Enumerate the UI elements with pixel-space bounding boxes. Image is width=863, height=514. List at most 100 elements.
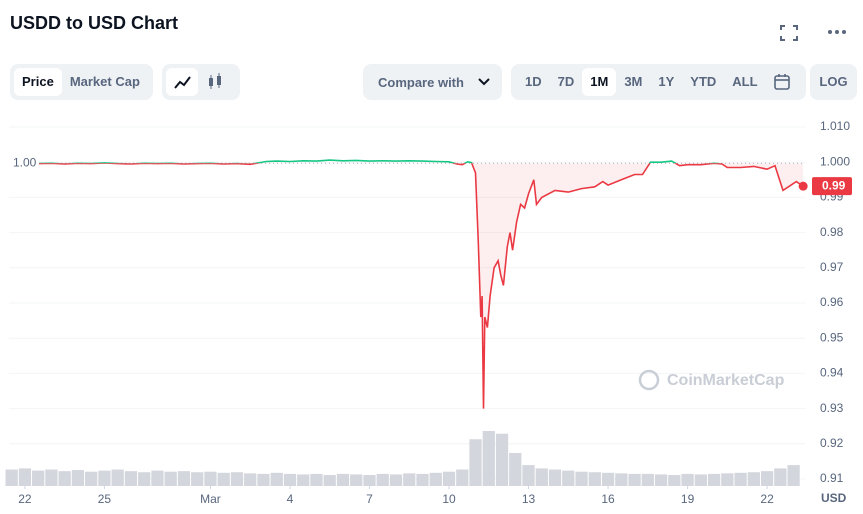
y-tick-label: 1.000: [820, 154, 850, 168]
x-tick-label: Mar: [200, 492, 221, 506]
volume-bar: [734, 472, 747, 486]
last-price-badge: [812, 177, 852, 196]
volume-bar: [495, 433, 509, 486]
volume-bar: [522, 465, 535, 486]
price-line-down: [10, 163, 804, 409]
volume-bar: [98, 470, 111, 486]
volume-bar: [707, 473, 721, 486]
volume-bar: [138, 472, 151, 486]
log-button[interactable]: LOG: [819, 74, 848, 89]
volume-bar: [774, 468, 787, 486]
y-tick-label: 0.91: [820, 471, 844, 485]
volume-bar: [588, 472, 601, 486]
x-tick-label: 22: [760, 492, 774, 506]
volume-bar: [85, 471, 98, 486]
range-group: 1D 7D 1M 3M 1Y YTD ALL: [511, 64, 806, 100]
x-tick-label: 13: [522, 492, 536, 506]
range-button[interactable]: 1Y: [658, 74, 675, 89]
x-tick-label: 25: [98, 492, 112, 506]
volume-bar: [376, 473, 389, 486]
range-button[interactable]: 3M: [624, 74, 643, 89]
volume-bar: [191, 472, 204, 486]
volume-bar: [204, 471, 217, 486]
volume-bar: [177, 471, 191, 486]
reference-label-bg: [9, 155, 39, 172]
range-button[interactable]: ALL: [732, 74, 758, 89]
volume-bar: [654, 474, 668, 486]
volume-bar: [601, 472, 615, 486]
last-price-dot: [798, 181, 808, 191]
volume-bar: [747, 472, 760, 486]
volume-bar: [721, 473, 734, 486]
range-button[interactable]: YTD: [690, 74, 717, 89]
volume-bar: [363, 475, 376, 486]
candle-chart-button[interactable]: [198, 68, 232, 96]
volume-bar: [575, 471, 588, 486]
volume-bar: [151, 470, 164, 486]
y-tick-label: 0.95: [820, 330, 844, 344]
volume-bar: [45, 469, 58, 486]
volume-bar: [323, 475, 336, 486]
volume-bar: [760, 471, 774, 486]
volume-bar: [164, 471, 177, 486]
volume-bar: [628, 473, 641, 486]
calendar-button[interactable]: [766, 68, 798, 96]
volume-bar: [230, 472, 244, 486]
volume-bar: [336, 473, 350, 486]
volume-bar: [18, 468, 32, 486]
volume-bar: [350, 474, 363, 486]
tab[interactable]: Price: [14, 68, 62, 96]
volume-bar: [71, 470, 85, 486]
tab[interactable]: Market Cap: [69, 74, 140, 89]
watermark-logo: [638, 369, 660, 391]
volume-bar: [283, 473, 297, 486]
volume-bar: [310, 473, 323, 486]
tab-group: Price Market Cap: [10, 64, 153, 100]
y-unit: USD: [821, 491, 847, 505]
volume-bar: [681, 473, 694, 486]
volume-bar: [124, 471, 138, 486]
chart-type-group: [162, 64, 240, 100]
range-button[interactable]: 1M: [582, 68, 617, 96]
volume-bar: [217, 472, 230, 486]
volume-bar: [456, 469, 469, 486]
volume-bar: [297, 474, 310, 486]
volume-bar: [668, 475, 681, 486]
x-tick-label: 4: [287, 492, 294, 506]
fullscreen-icon[interactable]: [779, 24, 799, 42]
volume-bar: [535, 468, 548, 486]
price-line-up: [10, 159, 723, 164]
volume-bar: [5, 469, 18, 486]
x-tick-label: 19: [681, 492, 695, 506]
log-group: LOG: [810, 64, 857, 100]
page-title: USDD to USD Chart: [10, 13, 179, 33]
volume-bar: [469, 439, 482, 486]
volume-bar: [641, 473, 654, 486]
y-tick-label: 0.97: [820, 260, 844, 274]
volume-bar: [787, 465, 800, 486]
x-tick-label: 7: [366, 492, 373, 506]
volume-bar: [509, 453, 522, 486]
y-tick-label: 0.94: [820, 366, 844, 380]
range-button[interactable]: 1D: [525, 74, 542, 89]
volume-bar: [111, 469, 124, 486]
x-tick-label: 10: [442, 492, 456, 506]
range-button[interactable]: 7D: [557, 74, 575, 89]
y-tick-label: 1.010: [820, 119, 850, 133]
x-tick-label: 16: [601, 492, 615, 506]
volume-bar: [244, 473, 257, 486]
y-tick-label: 0.98: [820, 225, 844, 239]
more-icon[interactable]: [827, 28, 847, 36]
compare-dropdown[interactable]: Compare with: [363, 64, 502, 100]
y-tick-label: 0.96: [820, 295, 844, 309]
volume-bar: [389, 474, 403, 486]
watermark: CoinMarketCap: [667, 372, 785, 389]
volume-bar: [58, 471, 71, 486]
line-chart-button[interactable]: [166, 68, 198, 96]
last-price-label: 0.99: [822, 178, 846, 192]
volume-bar: [694, 474, 707, 486]
volume-bar: [429, 472, 442, 486]
volume-bar: [615, 473, 628, 486]
